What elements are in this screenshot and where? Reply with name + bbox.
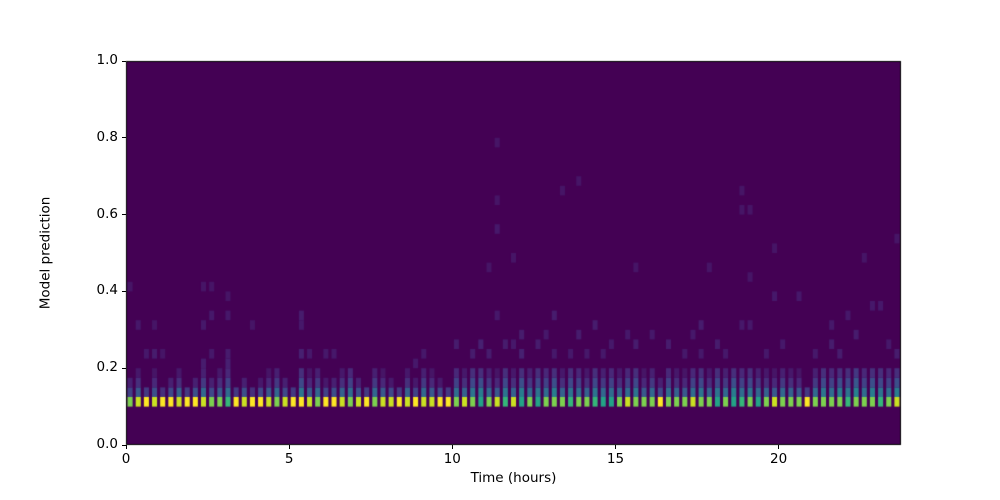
x-tick-mark [778,445,780,449]
x-tick-label: 5 [284,451,294,467]
x-axis-label: Time (hours) [470,470,557,486]
y-tick-mark [122,290,126,292]
x-tick-label: 15 [606,451,625,467]
x-tick-mark [614,445,616,449]
y-tick-mark [122,444,126,446]
y-tick-mark [122,60,126,62]
y-axis-label: Model prediction [37,196,53,310]
y-tick-mark [122,137,126,139]
x-tick-mark [451,445,453,449]
y-tick-label: 1.0 [96,52,118,68]
y-tick-label: 0.0 [96,436,118,452]
x-tick-label: 20 [770,451,788,467]
y-tick-label: 0.2 [96,359,118,376]
y-axis-label-wrap: Model prediction [0,61,90,445]
y-tick-mark [122,214,126,216]
y-tick-mark [122,367,126,369]
x-tick-label: 0 [121,451,131,467]
x-tick-mark [288,445,290,449]
y-tick-label: 0.6 [96,205,118,222]
y-tick-label: 0.4 [96,282,118,299]
x-tick-mark [125,445,127,449]
x-tick-label: 10 [443,451,461,467]
y-tick-label: 0.8 [96,128,118,145]
